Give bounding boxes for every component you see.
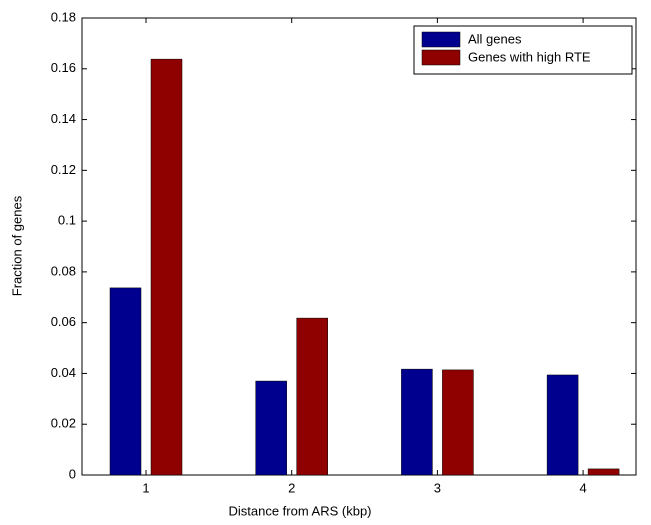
y-tick-label: 0.18	[51, 9, 76, 24]
legend-swatch	[421, 31, 461, 48]
y-axis-label: Fraction of genes	[9, 195, 24, 296]
bar	[109, 287, 142, 476]
y-tick-label: 0.14	[51, 111, 76, 126]
x-tick-label: 4	[579, 480, 586, 495]
y-tick-label: 0.02	[51, 416, 76, 431]
y-tick-label: 0.1	[58, 213, 76, 228]
legend-swatch	[421, 49, 461, 66]
x-axis-label: Distance from ARS (kbp)	[228, 503, 371, 518]
y-tick-label: 0.08	[51, 263, 76, 278]
x-tick-label: 2	[288, 480, 295, 495]
y-tick-label: 0.04	[51, 365, 76, 380]
y-tick-label: 0.06	[51, 314, 76, 329]
bar	[255, 380, 287, 476]
bar	[401, 368, 433, 476]
y-tick-label: 0.16	[51, 60, 76, 75]
bar	[150, 58, 183, 476]
bar	[587, 468, 620, 476]
y-tick-label: 0	[69, 466, 76, 481]
x-tick-label: 3	[434, 480, 441, 495]
plot-area	[81, 17, 637, 476]
legend-label: All genes	[468, 31, 522, 46]
legend-label: Genes with high RTE	[468, 49, 591, 64]
bar	[442, 369, 474, 476]
bar	[296, 317, 328, 476]
y-tick-label: 0.12	[51, 162, 76, 177]
x-tick-label: 1	[142, 480, 149, 495]
bar	[546, 374, 579, 476]
